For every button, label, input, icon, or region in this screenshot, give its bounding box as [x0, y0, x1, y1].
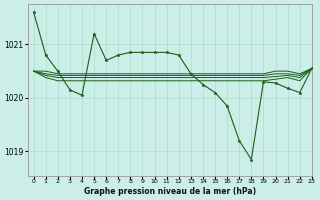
- X-axis label: Graphe pression niveau de la mer (hPa): Graphe pression niveau de la mer (hPa): [84, 187, 256, 196]
